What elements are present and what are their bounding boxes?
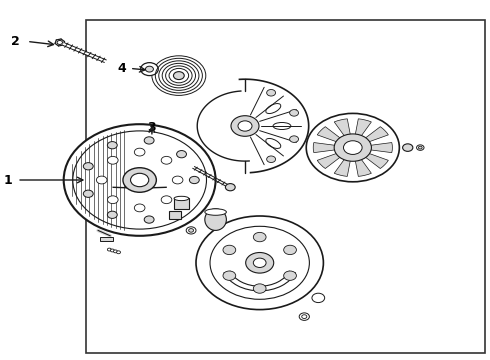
Wedge shape: [334, 119, 353, 148]
Circle shape: [223, 271, 236, 280]
Circle shape: [141, 63, 158, 76]
Circle shape: [107, 156, 118, 164]
Circle shape: [290, 136, 298, 143]
Circle shape: [144, 137, 154, 144]
Circle shape: [172, 176, 183, 184]
Circle shape: [144, 216, 154, 223]
Wedge shape: [317, 148, 353, 168]
Circle shape: [245, 252, 274, 273]
Circle shape: [186, 227, 196, 234]
Circle shape: [83, 190, 93, 197]
Circle shape: [107, 141, 117, 149]
Circle shape: [196, 216, 323, 310]
Circle shape: [403, 144, 413, 151]
Text: 4: 4: [117, 62, 126, 75]
Circle shape: [110, 249, 114, 252]
Circle shape: [152, 56, 206, 95]
Circle shape: [130, 173, 149, 187]
Circle shape: [189, 229, 194, 232]
Text: 1: 1: [3, 174, 12, 186]
Circle shape: [253, 233, 266, 242]
Circle shape: [267, 156, 275, 162]
Wedge shape: [353, 127, 389, 148]
Wedge shape: [353, 148, 371, 176]
Circle shape: [334, 134, 371, 161]
Circle shape: [223, 245, 236, 255]
Circle shape: [161, 196, 172, 204]
Circle shape: [284, 245, 296, 255]
Circle shape: [64, 124, 216, 236]
Circle shape: [416, 145, 424, 150]
Circle shape: [97, 176, 107, 184]
Circle shape: [267, 90, 275, 96]
Circle shape: [83, 163, 93, 170]
Bar: [169, 211, 181, 219]
Circle shape: [190, 176, 199, 184]
Circle shape: [161, 156, 172, 164]
Text: 2: 2: [11, 35, 20, 48]
Bar: [174, 198, 189, 208]
Circle shape: [231, 116, 259, 136]
Bar: [100, 237, 113, 241]
Circle shape: [418, 146, 422, 149]
Circle shape: [253, 258, 266, 267]
Circle shape: [173, 72, 184, 80]
Circle shape: [134, 148, 145, 156]
Circle shape: [253, 284, 266, 293]
Circle shape: [299, 313, 309, 320]
Circle shape: [306, 113, 399, 182]
Circle shape: [57, 41, 63, 45]
Circle shape: [225, 184, 235, 191]
Circle shape: [114, 250, 118, 253]
Wedge shape: [317, 127, 353, 148]
Ellipse shape: [174, 196, 189, 201]
Ellipse shape: [205, 209, 226, 215]
Circle shape: [134, 204, 145, 212]
Wedge shape: [334, 148, 353, 176]
Ellipse shape: [205, 209, 226, 230]
Circle shape: [107, 248, 111, 251]
Circle shape: [107, 211, 117, 219]
Wedge shape: [353, 148, 389, 168]
Circle shape: [107, 196, 118, 204]
Wedge shape: [353, 119, 371, 148]
Circle shape: [176, 202, 187, 210]
Circle shape: [312, 293, 325, 302]
Text: 3: 3: [147, 121, 156, 134]
Wedge shape: [353, 143, 392, 153]
Circle shape: [284, 271, 296, 280]
Bar: [86, 20, 485, 353]
Circle shape: [290, 109, 298, 116]
Wedge shape: [313, 143, 353, 153]
Circle shape: [176, 150, 187, 158]
Circle shape: [238, 121, 252, 131]
Circle shape: [146, 66, 153, 72]
Circle shape: [117, 251, 121, 254]
Circle shape: [123, 168, 156, 192]
Circle shape: [343, 141, 362, 154]
